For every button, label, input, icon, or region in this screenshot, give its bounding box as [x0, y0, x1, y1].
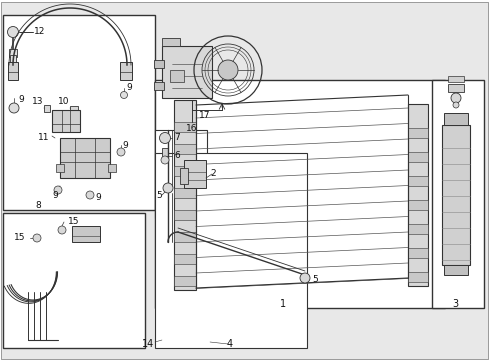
Bar [408, 248, 428, 258]
Text: 8: 8 [35, 202, 41, 211]
Bar [162, 46, 212, 98]
Circle shape [58, 226, 66, 234]
Text: 14: 14 [142, 339, 154, 349]
Bar [120, 62, 132, 80]
Circle shape [218, 60, 238, 80]
Bar [174, 254, 196, 264]
Bar [174, 188, 196, 198]
Circle shape [160, 132, 171, 144]
Text: 16: 16 [186, 123, 197, 132]
Bar [408, 128, 428, 138]
Bar [155, 153, 307, 348]
Bar [448, 84, 464, 92]
Bar [408, 224, 428, 234]
Circle shape [453, 102, 459, 108]
Bar [408, 200, 428, 210]
Text: 10: 10 [58, 98, 70, 107]
Bar [70, 106, 78, 114]
Text: 4: 4 [227, 339, 233, 349]
Text: 6: 6 [174, 152, 180, 161]
Bar [3, 213, 145, 348]
Bar [408, 176, 428, 186]
Bar [174, 232, 196, 242]
Circle shape [161, 156, 169, 164]
Bar [72, 226, 100, 242]
Bar [174, 210, 196, 220]
Circle shape [117, 148, 125, 156]
Text: 2: 2 [210, 170, 216, 179]
Bar [108, 164, 116, 172]
Bar [408, 272, 428, 282]
Bar [162, 148, 168, 160]
Bar [3, 15, 155, 210]
Bar [8, 62, 18, 80]
Bar [170, 70, 184, 82]
Bar [56, 164, 64, 172]
Text: 3: 3 [452, 299, 458, 309]
Circle shape [33, 234, 41, 242]
Circle shape [451, 93, 461, 103]
Text: 13: 13 [32, 98, 44, 107]
Text: 1: 1 [280, 299, 286, 309]
Circle shape [7, 27, 19, 37]
Bar [174, 144, 196, 154]
Text: 5: 5 [312, 275, 318, 284]
Text: 9: 9 [18, 95, 24, 104]
Text: 15: 15 [14, 234, 25, 243]
Text: 15: 15 [68, 217, 79, 226]
Bar [162, 38, 180, 46]
Bar [155, 80, 445, 308]
Text: 7: 7 [174, 134, 180, 143]
Bar [60, 138, 110, 178]
Circle shape [300, 273, 310, 283]
Text: 9: 9 [95, 194, 101, 202]
Bar [444, 113, 468, 125]
Circle shape [54, 186, 62, 194]
Bar [154, 60, 164, 68]
Bar [432, 80, 484, 308]
Text: 11: 11 [38, 134, 49, 143]
Bar [174, 122, 196, 132]
Bar [180, 168, 188, 184]
Text: 9: 9 [52, 192, 58, 201]
Bar [408, 152, 428, 162]
Bar [154, 82, 164, 90]
Circle shape [9, 103, 19, 113]
Bar [10, 55, 16, 65]
Text: 5: 5 [156, 190, 162, 199]
Circle shape [163, 183, 173, 193]
Bar [174, 166, 196, 176]
Bar [408, 104, 428, 286]
Bar [44, 105, 50, 112]
Text: 9: 9 [126, 84, 132, 93]
Circle shape [121, 91, 127, 99]
Bar [174, 100, 196, 290]
Text: 12: 12 [34, 27, 46, 36]
Bar [444, 265, 468, 275]
Circle shape [86, 191, 94, 199]
Bar [155, 130, 207, 218]
Text: 9: 9 [122, 140, 128, 149]
Bar [184, 160, 206, 188]
Bar [9, 49, 17, 57]
Bar [174, 276, 196, 286]
Bar [52, 110, 80, 132]
Bar [448, 76, 464, 82]
Bar [442, 125, 470, 265]
Text: 17: 17 [199, 112, 211, 121]
